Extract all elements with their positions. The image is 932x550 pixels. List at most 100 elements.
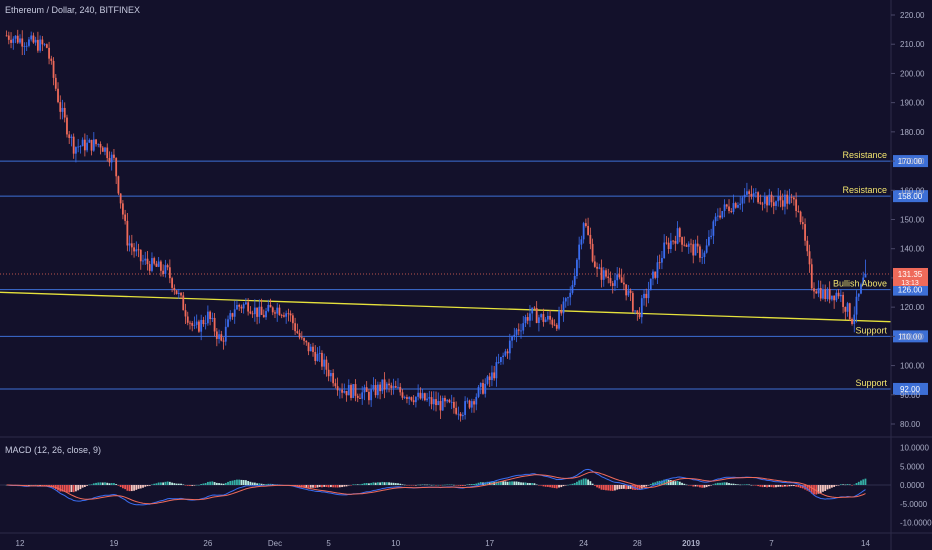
macd-histogram-bar bbox=[678, 481, 681, 485]
macd-pane[interactable] bbox=[0, 468, 891, 506]
macd-histogram-bar bbox=[513, 481, 516, 485]
macd-histogram-bar bbox=[748, 484, 751, 486]
time-axis[interactable]: 12 19 26 Dec 5 10 17 24 28 2019 7 14 bbox=[16, 539, 871, 548]
macd-histogram-bar bbox=[242, 480, 245, 485]
candle-body bbox=[10, 39, 12, 43]
price-axis[interactable]: 170.00 158.00 126.00 110.00 92.00 220.00 210.0… bbox=[891, 11, 928, 429]
price-pane[interactable]: Resistance Resistance Bullish Above Support… bbox=[0, 29, 892, 422]
macd-histogram-bar bbox=[392, 482, 395, 485]
macd-histogram-bar bbox=[220, 483, 223, 485]
candle-body bbox=[307, 342, 310, 352]
time-axis-label: 5 bbox=[326, 539, 331, 548]
macd-histogram-bar bbox=[555, 485, 558, 489]
macd-histogram-bar bbox=[792, 485, 795, 487]
macd-histogram-bar bbox=[587, 479, 590, 485]
macd-signal-line[interactable] bbox=[6, 471, 866, 505]
candle-body bbox=[133, 247, 135, 252]
macd-histogram-bar bbox=[211, 481, 214, 485]
candle-body bbox=[403, 397, 406, 398]
candle-body bbox=[245, 302, 247, 305]
macd-histogram-bar bbox=[193, 485, 196, 486]
macd-histogram-bar bbox=[403, 484, 406, 486]
candle-body bbox=[658, 262, 661, 264]
candle-body bbox=[341, 389, 343, 393]
macd-axis-label: 5.0000 bbox=[900, 462, 925, 471]
candle-body bbox=[817, 288, 820, 294]
macd-histogram-bar bbox=[835, 485, 838, 486]
macd-histogram-bar bbox=[553, 485, 556, 489]
candle-body bbox=[567, 297, 569, 299]
macd-histogram-bar bbox=[168, 481, 171, 485]
candle-body bbox=[95, 139, 97, 145]
candle-body bbox=[300, 337, 303, 339]
candle-body bbox=[135, 249, 138, 252]
candle-body bbox=[634, 310, 636, 312]
macd-histogram-bar bbox=[623, 485, 625, 489]
macd-histogram-bar bbox=[636, 485, 639, 490]
candle-body bbox=[448, 399, 451, 403]
macd-histogram-bar bbox=[83, 485, 86, 487]
macd-histogram-bar bbox=[381, 481, 384, 485]
macd-histogram-bar bbox=[772, 485, 775, 488]
candle-body bbox=[582, 223, 585, 240]
macd-histogram-bar bbox=[92, 483, 95, 485]
candle-body bbox=[278, 307, 281, 316]
macd-histogram-bar bbox=[551, 485, 554, 488]
candle-body bbox=[502, 355, 505, 357]
candle-countdown: 13:13 bbox=[901, 280, 919, 287]
candle-body bbox=[423, 393, 426, 401]
candle-body bbox=[265, 311, 267, 318]
candle-body bbox=[833, 295, 836, 301]
macd-histogram-bar bbox=[130, 485, 133, 492]
candle-body bbox=[461, 414, 464, 417]
candle-body bbox=[274, 312, 276, 314]
macd-histogram-bar bbox=[343, 485, 346, 487]
candle-body bbox=[441, 397, 444, 411]
macd-histogram-bar bbox=[57, 485, 59, 491]
candle-body bbox=[164, 265, 167, 275]
macd-histogram-bar bbox=[191, 485, 194, 486]
time-axis-label: 12 bbox=[16, 539, 25, 548]
candle-body bbox=[848, 303, 851, 320]
macd-histogram-bar bbox=[499, 481, 502, 485]
candle-body bbox=[779, 196, 782, 201]
candle-body bbox=[455, 407, 458, 414]
macd-histogram-bar bbox=[508, 481, 511, 485]
macd-indicator-label[interactable]: MACD (12, 26, close, 9) bbox=[5, 445, 102, 455]
macd-histogram-bar bbox=[596, 485, 598, 488]
macd-histogram-bar bbox=[761, 485, 764, 488]
candle-body bbox=[754, 192, 757, 194]
candle-body bbox=[759, 202, 762, 204]
candle-body bbox=[227, 319, 229, 327]
macd-histogram-bar bbox=[124, 485, 127, 490]
macd-histogram-bar bbox=[146, 485, 149, 487]
macd-histogram-bar bbox=[121, 485, 124, 489]
candle-body bbox=[186, 316, 189, 323]
macd-histogram-bar bbox=[79, 485, 82, 490]
macd-histogram-bar bbox=[468, 484, 471, 485]
macd-histogram-bar bbox=[160, 482, 162, 485]
trendline[interactable] bbox=[0, 291, 892, 323]
macd-histogram-bar bbox=[365, 482, 368, 485]
macd-axis[interactable]: 10.0000 5.0000 0.0000 -5.0000 -10.0000 bbox=[900, 444, 932, 528]
macd-histogram-bar bbox=[318, 485, 321, 488]
candle-body bbox=[618, 274, 621, 278]
candle-body bbox=[555, 324, 558, 329]
candle-body bbox=[614, 280, 616, 286]
candle-body bbox=[90, 139, 93, 151]
candle-body bbox=[209, 311, 212, 320]
macd-histogram-bar bbox=[135, 485, 138, 490]
macd-histogram-bar bbox=[202, 483, 205, 485]
candle-body bbox=[200, 319, 203, 332]
candle-body bbox=[368, 391, 370, 401]
macd-histogram-bar bbox=[473, 484, 475, 485]
macd-histogram-bar bbox=[45, 485, 48, 486]
macd-histogram-bar bbox=[151, 484, 153, 485]
macd-histogram-bar bbox=[564, 485, 567, 486]
candle-body bbox=[142, 260, 144, 262]
macd-histogram-bar bbox=[251, 482, 254, 485]
macd-histogram-bar bbox=[676, 481, 679, 485]
macd-histogram-bar bbox=[690, 485, 692, 486]
candle-body bbox=[792, 197, 795, 200]
